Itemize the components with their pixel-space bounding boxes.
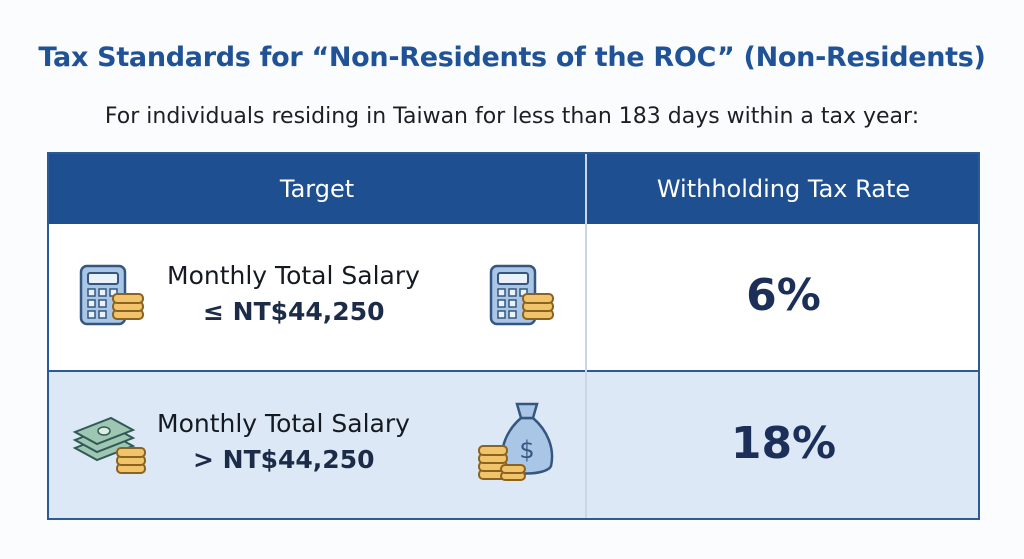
target-text: Monthly Total Salary ≤ NT$44,250	[167, 258, 420, 330]
table-header: Target Withholding Tax Rate	[49, 154, 978, 224]
target-line: Monthly Total Salary	[167, 261, 420, 290]
column-divider	[585, 154, 587, 518]
target-line: > NT$44,250	[193, 445, 375, 474]
rate: 6%	[746, 270, 821, 321]
rate: 18%	[730, 418, 837, 469]
subtitle: For individuals residing in Taiwan for l…	[104, 104, 920, 129]
table-row: Monthly Total Salary > NT$44,250 $ 18%	[49, 372, 978, 518]
table-row: Monthly Total Salary ≤ NT$44,250 6%	[49, 224, 978, 372]
target-line: Monthly Total Salary	[157, 409, 410, 438]
target-line: ≤ NT$44,250	[203, 297, 385, 326]
calculator-coins-icon	[79, 264, 144, 326]
tax-table: Target Withholding Tax Rate Monthly Tota…	[47, 152, 980, 520]
money-coins-icon	[72, 416, 146, 474]
title: Tax Standards for “Non-Residents of the …	[38, 42, 986, 73]
header-cell: Withholding Tax Rate	[656, 175, 911, 203]
svg-text:$: $	[519, 436, 534, 464]
calculator-coins-icon	[489, 264, 554, 326]
header-cell: Target	[279, 175, 355, 203]
target-text: Monthly Total Salary > NT$44,250	[157, 406, 410, 478]
money-bag-icon: $	[478, 402, 554, 481]
